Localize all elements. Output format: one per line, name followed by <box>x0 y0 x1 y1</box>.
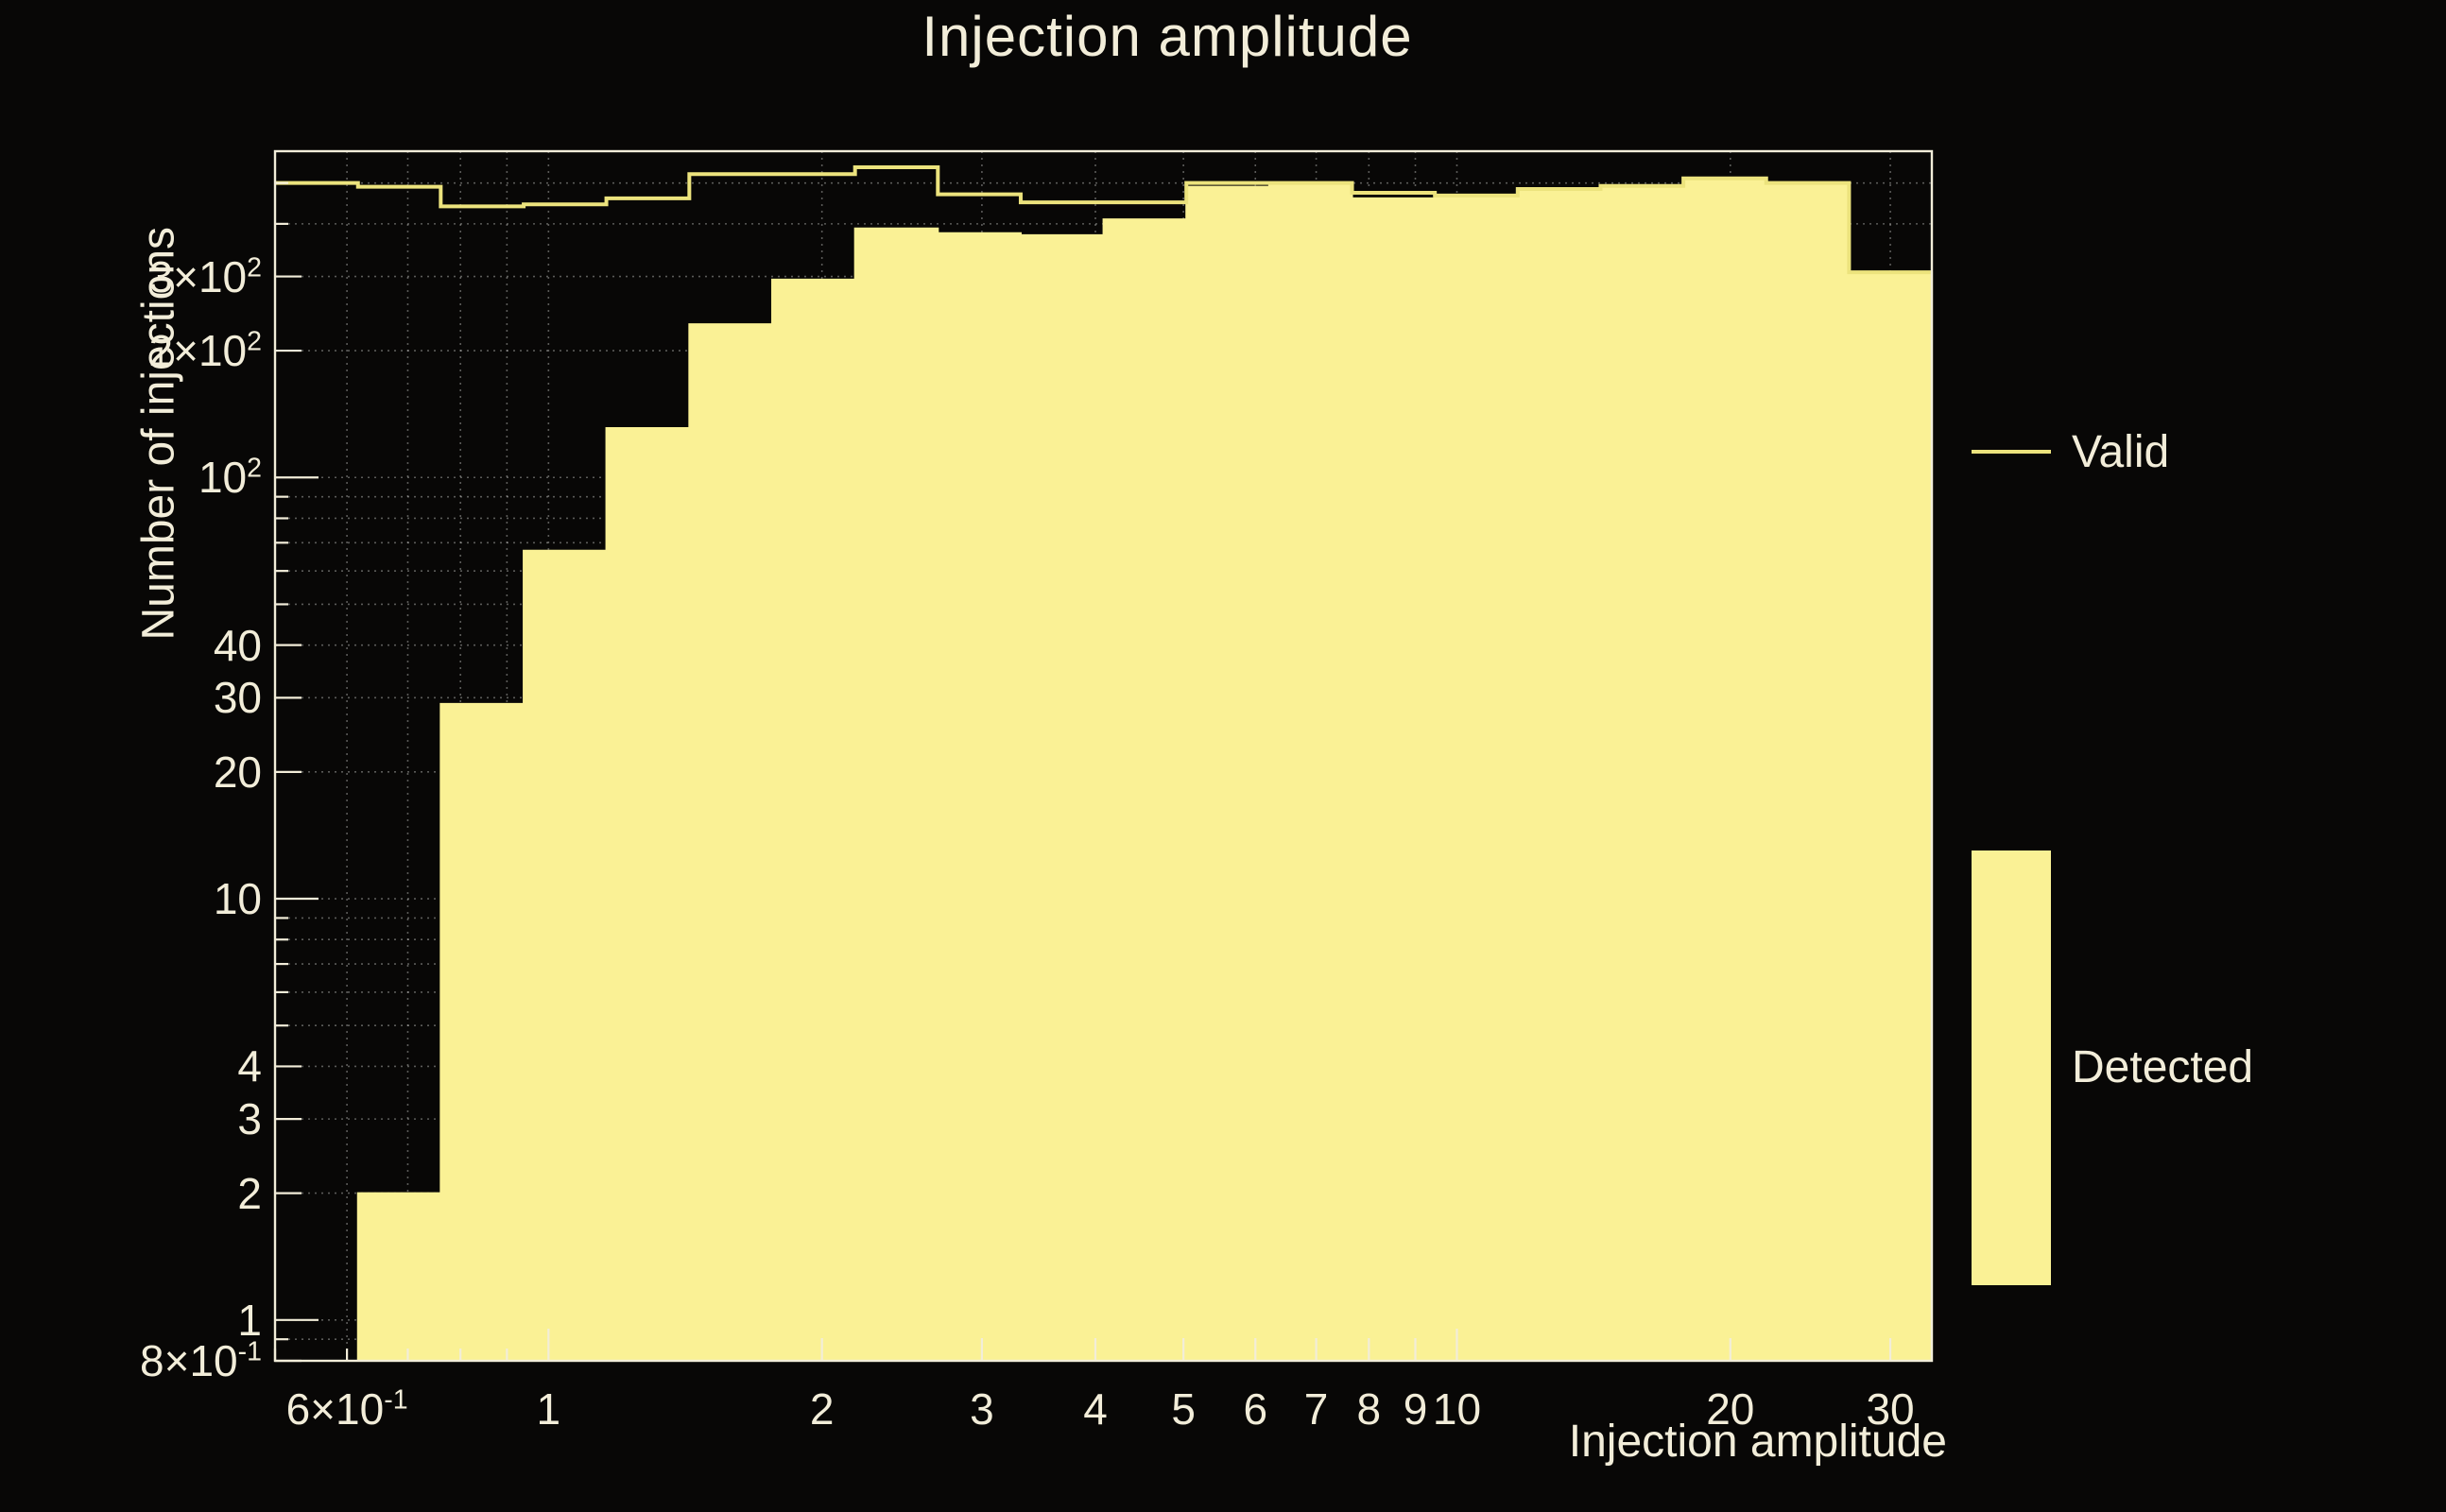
y-tick-label: 3 <box>237 1094 262 1144</box>
x-tick-label: 6 <box>1243 1384 1268 1434</box>
y-tick-label: 30 <box>213 673 262 723</box>
valid-line <box>275 164 1933 275</box>
y-tick-label: 3×102 <box>148 251 262 301</box>
x-tick-label: 8 <box>1356 1384 1382 1434</box>
x-tick-label: 4 <box>1083 1384 1108 1434</box>
y-tick-label: 1 <box>237 1295 262 1345</box>
x-tick-label: 6×10-1 <box>285 1384 408 1434</box>
y-tick-label: 40 <box>213 620 262 670</box>
x-tick-label: 20 <box>1706 1384 1755 1434</box>
x-tick-label: 7 <box>1303 1384 1329 1434</box>
x-tick-label: 3 <box>970 1384 994 1434</box>
y-tick-label: 10 <box>213 874 262 924</box>
y-tick-label: 102 <box>198 453 262 503</box>
y-tick-label: 8×10-1 <box>140 1336 262 1385</box>
y-tick-label: 2×102 <box>148 326 262 376</box>
histogram-series <box>275 164 1934 1362</box>
y-tick-label: 2 <box>237 1168 262 1218</box>
x-tick-label: 5 <box>1171 1384 1196 1434</box>
x-axis-title: Injection amplitude <box>1568 1417 1947 1467</box>
legend-detected-box-sample <box>1972 850 2051 1285</box>
x-tick-label: 2 <box>809 1384 835 1434</box>
detected-area <box>275 177 1934 1362</box>
x-tick-label: 10 <box>1432 1384 1482 1434</box>
y-tick-label: 20 <box>213 747 262 797</box>
chart-title: Injection amplitude <box>922 5 1413 68</box>
x-tick-label: 30 <box>1866 1384 1915 1434</box>
y-tick-label: 4 <box>237 1041 262 1091</box>
x-tick-label: 9 <box>1403 1384 1428 1434</box>
legend-valid-line-sample <box>1972 450 2051 454</box>
plot-frame <box>273 149 1934 1363</box>
legend-detected-label: Detected <box>2072 1042 2254 1092</box>
axis-ticks <box>273 181 1892 1363</box>
legend-valid-label: Valid <box>2072 426 2170 477</box>
x-tick-label: 1 <box>536 1384 561 1434</box>
legend-item-valid: Valid <box>1972 427 2169 477</box>
